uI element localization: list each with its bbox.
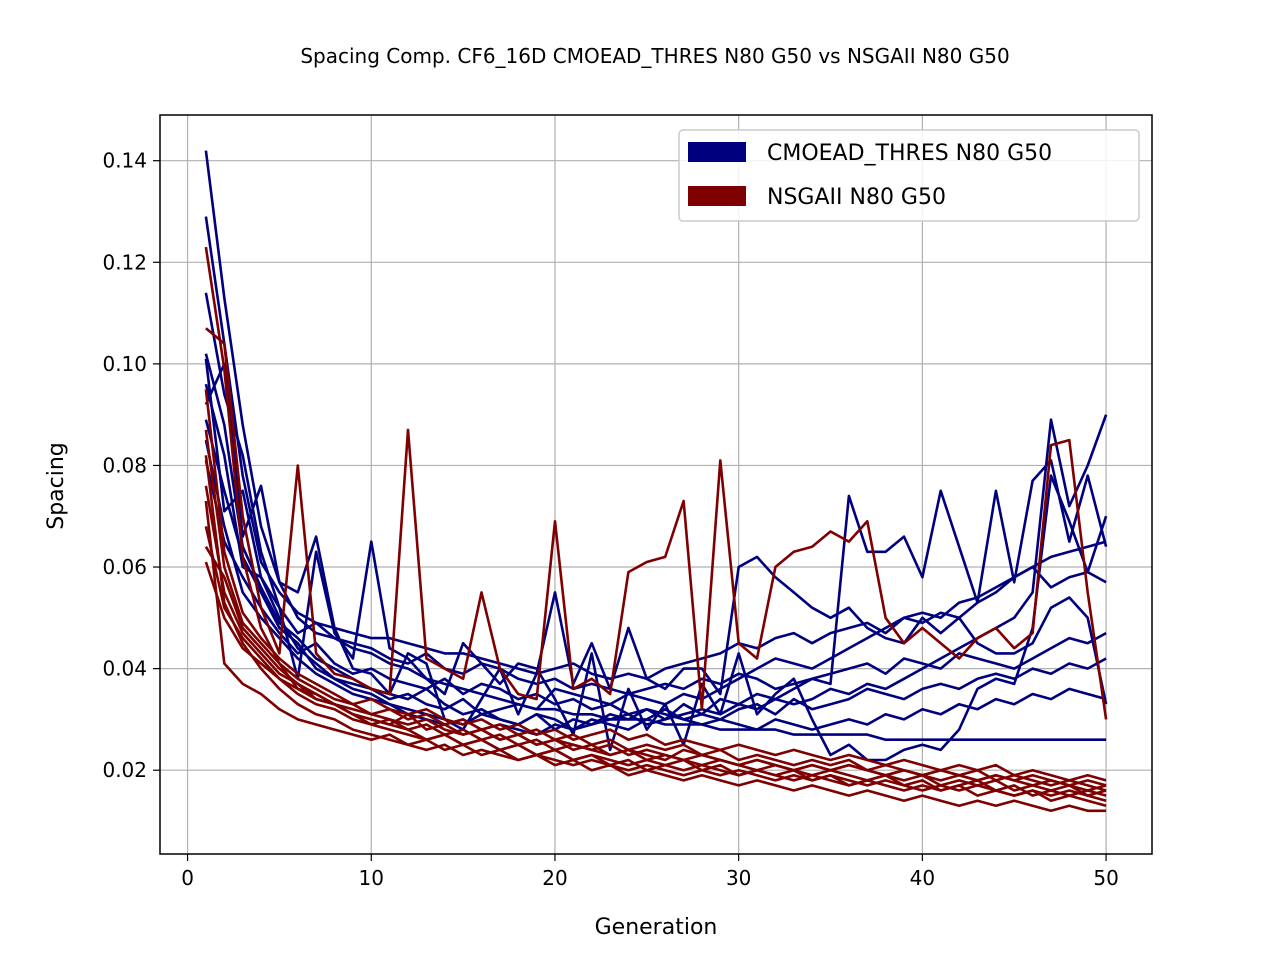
nsgaii-run-line-7 xyxy=(204,389,1107,782)
x-tick-label: 0 xyxy=(181,866,194,890)
y-tick-label: 0.14 xyxy=(102,149,147,173)
y-tick-label: 0.10 xyxy=(102,352,147,376)
y-tick-label: 0.06 xyxy=(102,555,147,579)
nsgaii-run-line-9 xyxy=(204,485,1107,797)
y-axis-label: Spacing xyxy=(44,442,69,530)
ticks: 0 10 20 30 40 50 0.02 0.04 0.06 0.08 0.10 0.12 0.14 xyxy=(102,149,1118,890)
grid xyxy=(160,115,1152,854)
cmoead-run-line-6 xyxy=(204,362,1108,731)
nsgaii-run-line-10 xyxy=(204,526,1107,807)
cmoead-run-line-5 xyxy=(204,383,1108,762)
y-tick-label: 0.08 xyxy=(102,453,147,477)
x-tick-label: 30 xyxy=(726,866,751,890)
nsgaii-run-line-4 xyxy=(204,500,1107,813)
legend-label-nsgaii: NSGAII N80 G50 xyxy=(767,185,946,210)
x-tick-label: 10 xyxy=(359,866,384,890)
x-axis-label: Generation xyxy=(595,915,718,940)
cmoead-run-line-4 xyxy=(204,358,1108,731)
x-tick-label: 20 xyxy=(542,866,567,890)
chart-title: Spacing Comp. CF6_16D CMOEAD_THRES N80 G… xyxy=(300,44,1009,68)
cmoead-run-line-9 xyxy=(204,460,1107,731)
nsgaii-run-line-2 xyxy=(205,327,1108,720)
legend-box xyxy=(678,129,1140,222)
series-lines xyxy=(204,150,1108,813)
x-tick-label: 40 xyxy=(910,866,935,890)
y-tick-label: 0.04 xyxy=(102,657,147,681)
legend-swatch-cmoead xyxy=(688,142,746,162)
y-tick-label: 0.12 xyxy=(102,250,147,274)
plot-frame xyxy=(159,114,1153,855)
legend-swatch-nsgaii xyxy=(688,186,746,206)
legend-label-cmoead: CMOEAD_THRES N80 G50 xyxy=(767,141,1052,166)
legend: CMOEAD_THRES N80 G50 NSGAII N80 G50 xyxy=(678,129,1140,222)
y-tick-label: 0.02 xyxy=(102,758,147,782)
nsgaii-run-line-8 xyxy=(204,429,1107,792)
x-tick-label: 50 xyxy=(1093,866,1118,890)
